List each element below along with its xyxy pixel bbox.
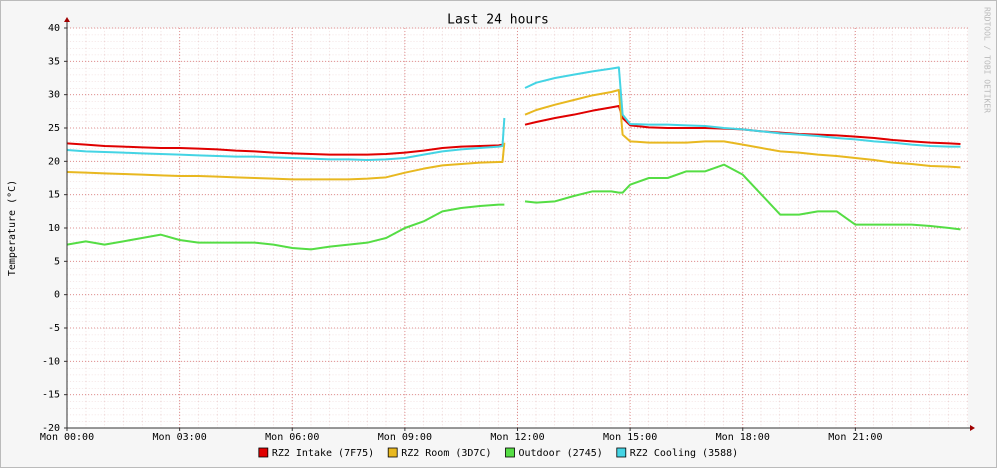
y-tick-label: 40 bbox=[48, 23, 60, 34]
legend-item: Outdoor (2745) bbox=[505, 447, 603, 459]
y-tick-label: -5 bbox=[48, 323, 60, 334]
y-tick-label: 5 bbox=[54, 256, 60, 267]
x-tick-label: Mon 21:00 bbox=[828, 432, 882, 443]
y-tick-label: 0 bbox=[54, 290, 60, 301]
series-line bbox=[66, 66, 961, 161]
series-line bbox=[66, 163, 961, 251]
legend-item: RZ2 Cooling (3588) bbox=[616, 447, 738, 459]
legend-swatch bbox=[616, 447, 627, 458]
watermark: RRDTOOL / TOBI OETIKER bbox=[983, 7, 992, 113]
legend-label: RZ2 Intake (7F75) bbox=[272, 448, 374, 459]
y-tick-label: -15 bbox=[42, 390, 60, 401]
x-tick-label: Mon 00:00 bbox=[40, 432, 94, 443]
legend-label: RZ2 Room (3D7C) bbox=[401, 448, 491, 459]
y-axis-label: Temperature (°C) bbox=[7, 180, 18, 276]
x-tick-label: Mon 18:00 bbox=[716, 432, 770, 443]
legend-label: RZ2 Cooling (3588) bbox=[630, 448, 738, 459]
y-tick-label: 10 bbox=[48, 223, 60, 234]
y-tick-label: -10 bbox=[42, 356, 60, 367]
legend-swatch bbox=[387, 447, 398, 458]
legend-item: RZ2 Room (3D7C) bbox=[387, 447, 492, 459]
x-tick-label: Mon 06:00 bbox=[265, 432, 319, 443]
y-tick-label: 20 bbox=[48, 156, 60, 167]
y-tick-label: 30 bbox=[48, 90, 60, 101]
x-tick-label: Mon 03:00 bbox=[153, 432, 207, 443]
y-tick-label: 25 bbox=[48, 123, 60, 134]
x-tick-label: Mon 09:00 bbox=[378, 432, 432, 443]
y-tick-label: -20 bbox=[42, 423, 60, 434]
x-tick-label: Mon 15:00 bbox=[603, 432, 657, 443]
y-axis-arrow bbox=[64, 17, 70, 22]
legend-swatch bbox=[258, 447, 269, 458]
legend-label: Outdoor (2745) bbox=[519, 448, 603, 459]
legend-item: RZ2 Intake (7F75) bbox=[258, 447, 374, 459]
y-tick-label: 15 bbox=[48, 190, 60, 201]
legend-swatch bbox=[505, 447, 515, 458]
x-axis-arrow bbox=[970, 425, 975, 431]
series-line bbox=[66, 89, 961, 181]
chart-title: Last 24 hours bbox=[447, 13, 549, 28]
x-tick-label: Mon 12:00 bbox=[490, 432, 544, 443]
y-tick-label: 35 bbox=[48, 56, 60, 67]
